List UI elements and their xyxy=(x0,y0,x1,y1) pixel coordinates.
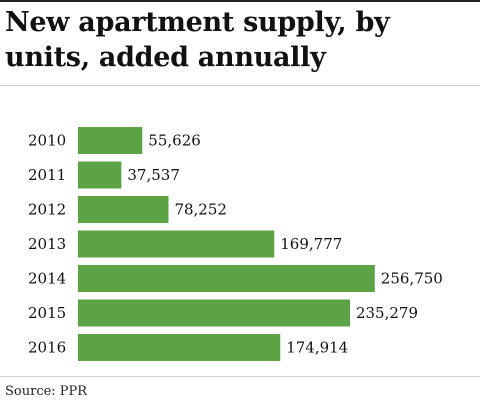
category-label: 2016 xyxy=(28,339,66,357)
value-label: 37,537 xyxy=(127,166,179,184)
bar xyxy=(78,334,281,361)
bar xyxy=(78,299,350,327)
value-label: 235,279 xyxy=(356,304,418,322)
source-note: Source: PPR xyxy=(5,384,88,399)
category-label: 2012 xyxy=(28,201,66,219)
category-label: 2013 xyxy=(28,235,66,253)
footer-divider xyxy=(0,376,480,377)
bar xyxy=(78,196,169,223)
title-divider xyxy=(0,85,480,86)
chart-title: New apartment supply, by units, added an… xyxy=(5,7,390,73)
bar-chart: 2010 55,626 2011 37,537 2012 78,252 2013 169,77… xyxy=(28,127,443,361)
bar xyxy=(78,161,122,189)
bar xyxy=(78,127,143,154)
value-label: 169,777 xyxy=(280,235,342,253)
value-label: 78,252 xyxy=(174,201,227,219)
category-label: 2014 xyxy=(28,270,66,288)
value-label: 174,914 xyxy=(286,339,348,357)
category-label: 2015 xyxy=(28,304,66,322)
category-label: 2011 xyxy=(28,166,66,184)
bar xyxy=(78,265,375,292)
bar xyxy=(78,230,275,258)
value-label: 256,750 xyxy=(381,270,443,288)
top-rule xyxy=(0,0,480,2)
value-label: 55,626 xyxy=(148,132,201,150)
category-label: 2010 xyxy=(28,132,66,150)
